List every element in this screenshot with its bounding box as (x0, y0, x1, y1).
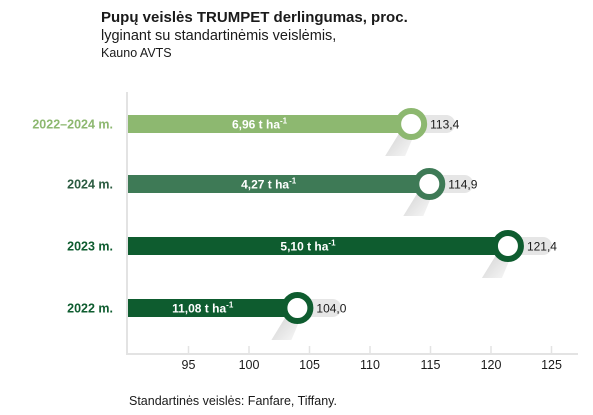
x-tick (187, 346, 190, 354)
x-tick-label: 100 (239, 358, 260, 372)
category-label: 2023 m. (67, 240, 113, 254)
x-tick (490, 346, 492, 354)
chart-title: Pupų veislės TRUMPET derlingumas, proc. (101, 9, 408, 26)
bar-end-marker (395, 108, 428, 140)
x-tick-label: 105 (299, 358, 320, 372)
x-tick (550, 346, 553, 354)
x-tick (429, 346, 432, 354)
bar-inner-label: 11,08 t ha-1 (172, 301, 234, 316)
bar-end-marker (491, 230, 524, 262)
chart-subtitle: lyginant su standartinėmis veislėmis, (101, 28, 337, 44)
bar-value-label: 113,4 (430, 118, 459, 132)
bar-row: 2022 m. 11,08 t ha-1 104,0 (67, 292, 347, 340)
bars-layer: 2022–2024 m. 6,96 t ha-1 113,4 2024 m. 4,27 … (32, 108, 557, 340)
bar-row: 2022–2024 m. 6,96 t ha-1 113,4 (32, 108, 460, 156)
chart-location: Kauno AVTS (101, 46, 172, 60)
bar-inner-label: 5,10 t ha-1 (280, 239, 336, 254)
bar (128, 299, 298, 317)
category-label: 2024 m. (67, 178, 113, 192)
x-tick (308, 346, 311, 354)
bar-inner-label: 6,96 t ha-1 (232, 117, 288, 132)
bar-row: 2024 m. 4,27 t ha-1 114,9 (67, 168, 478, 216)
footnote: Standartinės veislės: Fanfare, Tiffany. (129, 394, 337, 408)
x-tick (248, 346, 250, 354)
x-tick-label: 125 (541, 358, 562, 372)
bar (128, 115, 412, 133)
y-axis-line (126, 92, 128, 354)
x-tick-label: 115 (421, 358, 441, 372)
x-tick (369, 346, 371, 354)
bar-value-label: 104,0 (316, 302, 346, 316)
bar-value-label: 114,9 (448, 178, 477, 192)
x-axis-line (126, 353, 578, 355)
bar-value-label: 121,4 (527, 240, 557, 254)
bar (128, 175, 430, 193)
bar-inner-label: 4,27 t ha-1 (241, 177, 297, 192)
chart-title-block: Pupų veislės TRUMPET derlingumas, proc. … (101, 9, 581, 62)
bar (128, 237, 508, 255)
category-label: 2022–2024 m. (32, 118, 113, 132)
x-tick-label: 110 (360, 358, 380, 372)
bar-end-marker (413, 168, 446, 200)
x-axis: 95 100 105 110 115 120 125 (126, 92, 578, 372)
bar-end-marker (281, 292, 314, 324)
bar-row: 2023 m. 5,10 t ha-1 121,4 (67, 230, 557, 278)
category-label: 2022 m. (67, 302, 113, 316)
x-tick-label: 95 (182, 358, 196, 372)
x-tick-label: 120 (481, 358, 502, 372)
